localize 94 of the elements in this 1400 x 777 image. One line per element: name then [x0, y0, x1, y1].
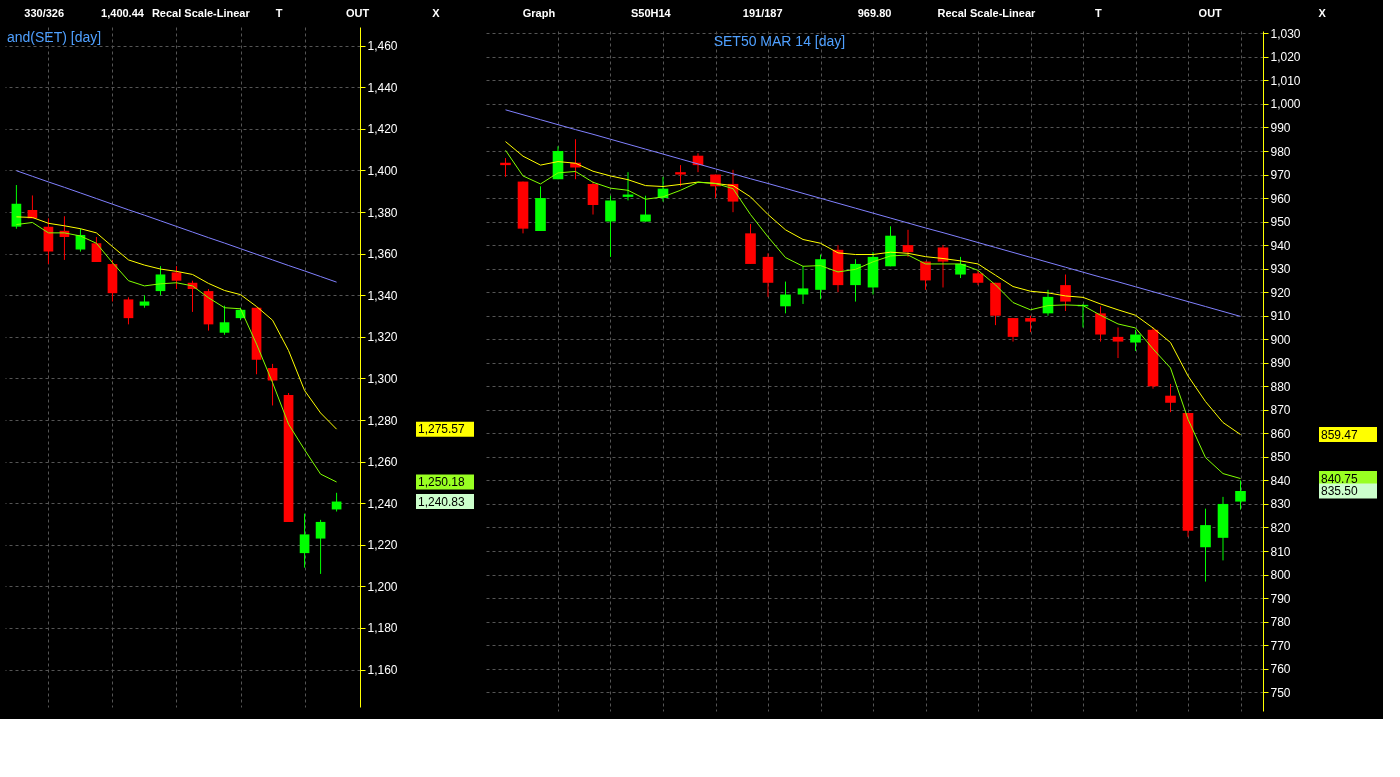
candlestick — [1112, 326, 1124, 359]
candlestick — [605, 195, 616, 258]
y-tick-label: 1,320 — [367, 330, 398, 345]
text: X — [1318, 7, 1327, 19]
text: 1,275.57 — [418, 422, 466, 437]
y-tick-label: 960 — [1270, 191, 1291, 206]
candlestick — [299, 513, 310, 569]
text: OUT — [345, 7, 370, 19]
y-tick-label: 1,160 — [367, 663, 398, 678]
y-tick-label: 840 — [1270, 473, 1291, 488]
candlestick — [219, 305, 230, 336]
text: 1,240.83 — [418, 494, 466, 509]
y-tick-label: 950 — [1270, 215, 1291, 230]
y-tick-label: 820 — [1270, 520, 1291, 535]
candlestick — [1095, 305, 1106, 343]
text: 835.50 — [1321, 484, 1359, 498]
y-tick-label: 930 — [1270, 262, 1291, 277]
line-series — [505, 149, 1241, 480]
candlestick — [1007, 317, 1019, 343]
candlestick — [123, 296, 134, 325]
y-tick-label: 990 — [1270, 120, 1291, 135]
y-tick-label: 760 — [1270, 662, 1291, 677]
y-tick-label: 1,240 — [367, 496, 398, 511]
y-tick-label: 940 — [1270, 238, 1291, 253]
y-tick-label: 1,380 — [367, 205, 398, 220]
y-tick-label: 1,280 — [367, 413, 398, 428]
candlestick — [675, 164, 686, 187]
text: Recal Scale-Linear — [151, 7, 251, 19]
y-tick-label: 890 — [1270, 356, 1291, 371]
y-tick-label: 920 — [1270, 285, 1291, 300]
text: OUT — [1198, 7, 1223, 19]
y-tick-label: 1,340 — [367, 288, 398, 303]
y-tick-label: 1,440 — [367, 80, 398, 95]
text: 191/187 — [742, 7, 783, 19]
y-tick-label: 980 — [1270, 144, 1291, 159]
text: Graph — [522, 7, 556, 19]
y-tick-label: 1,200 — [367, 579, 398, 594]
y-tick-label: 1,420 — [367, 122, 398, 137]
chart-title: SET50 MAR 14 [day] — [713, 33, 846, 49]
y-tick-label: 970 — [1270, 168, 1291, 183]
y-tick-label: 1,010 — [1270, 73, 1301, 88]
y-tick-label: 900 — [1270, 332, 1291, 347]
y-tick-label: 770 — [1270, 638, 1291, 653]
line-series — [15, 170, 338, 283]
y-tick-label: 860 — [1270, 426, 1291, 441]
text: T — [275, 7, 283, 19]
y-tick-label: 1,360 — [367, 247, 398, 262]
y-tick-label: 870 — [1270, 403, 1291, 418]
y-tick-label: 750 — [1270, 685, 1291, 700]
y-tick-label: 1,030 — [1270, 26, 1301, 41]
text: S50H14 — [630, 7, 672, 19]
y-tick-label: 830 — [1270, 497, 1291, 512]
candlestick — [850, 258, 861, 303]
text: 840.75 — [1321, 471, 1359, 486]
line-series — [505, 141, 1241, 436]
y-tick-label: 1,180 — [367, 621, 398, 636]
text: 969.80 — [857, 7, 892, 19]
y-tick-label: 780 — [1270, 615, 1291, 630]
text: 1,400.44 — [101, 7, 145, 19]
candlestick — [171, 265, 182, 290]
y-tick-label: 1,460 — [367, 39, 398, 54]
text: 1,250.18 — [418, 475, 466, 489]
y-tick-label: 1,020 — [1270, 50, 1301, 65]
candlestick — [640, 195, 651, 223]
y-tick-label: 1,260 — [367, 455, 398, 470]
chart-title: and(SET) [day] — [7, 29, 102, 45]
candlestick — [780, 281, 791, 314]
text: 859.47 — [1321, 427, 1359, 442]
candlestick — [955, 256, 966, 279]
candlestick — [937, 244, 949, 288]
y-tick-label: 1,000 — [1270, 97, 1301, 112]
candlestick — [1130, 329, 1141, 352]
line-series — [505, 109, 1241, 317]
y-tick-label: 880 — [1270, 379, 1291, 394]
candlestick — [587, 181, 599, 216]
candlestick — [1060, 274, 1071, 312]
y-tick-label: 1,220 — [367, 538, 398, 553]
candlestick — [1235, 479, 1246, 511]
y-tick-label: 790 — [1270, 591, 1291, 606]
candlestick — [1165, 383, 1176, 413]
text: X — [432, 7, 441, 19]
text: Recal Scale-Linear — [937, 7, 1037, 19]
y-tick-label: 1,300 — [367, 371, 398, 386]
candlestick — [315, 519, 326, 575]
y-tick-label: 810 — [1270, 544, 1291, 559]
candlestick — [797, 265, 809, 305]
text: 330/326 — [24, 7, 65, 19]
candlestick — [1200, 508, 1211, 583]
text: T — [1094, 7, 1102, 19]
y-tick-label: 910 — [1270, 309, 1291, 324]
y-tick-label: 850 — [1270, 450, 1291, 465]
candlestick — [902, 229, 914, 258]
y-tick-label: 800 — [1270, 568, 1291, 583]
y-tick-label: 1,400 — [367, 163, 398, 178]
